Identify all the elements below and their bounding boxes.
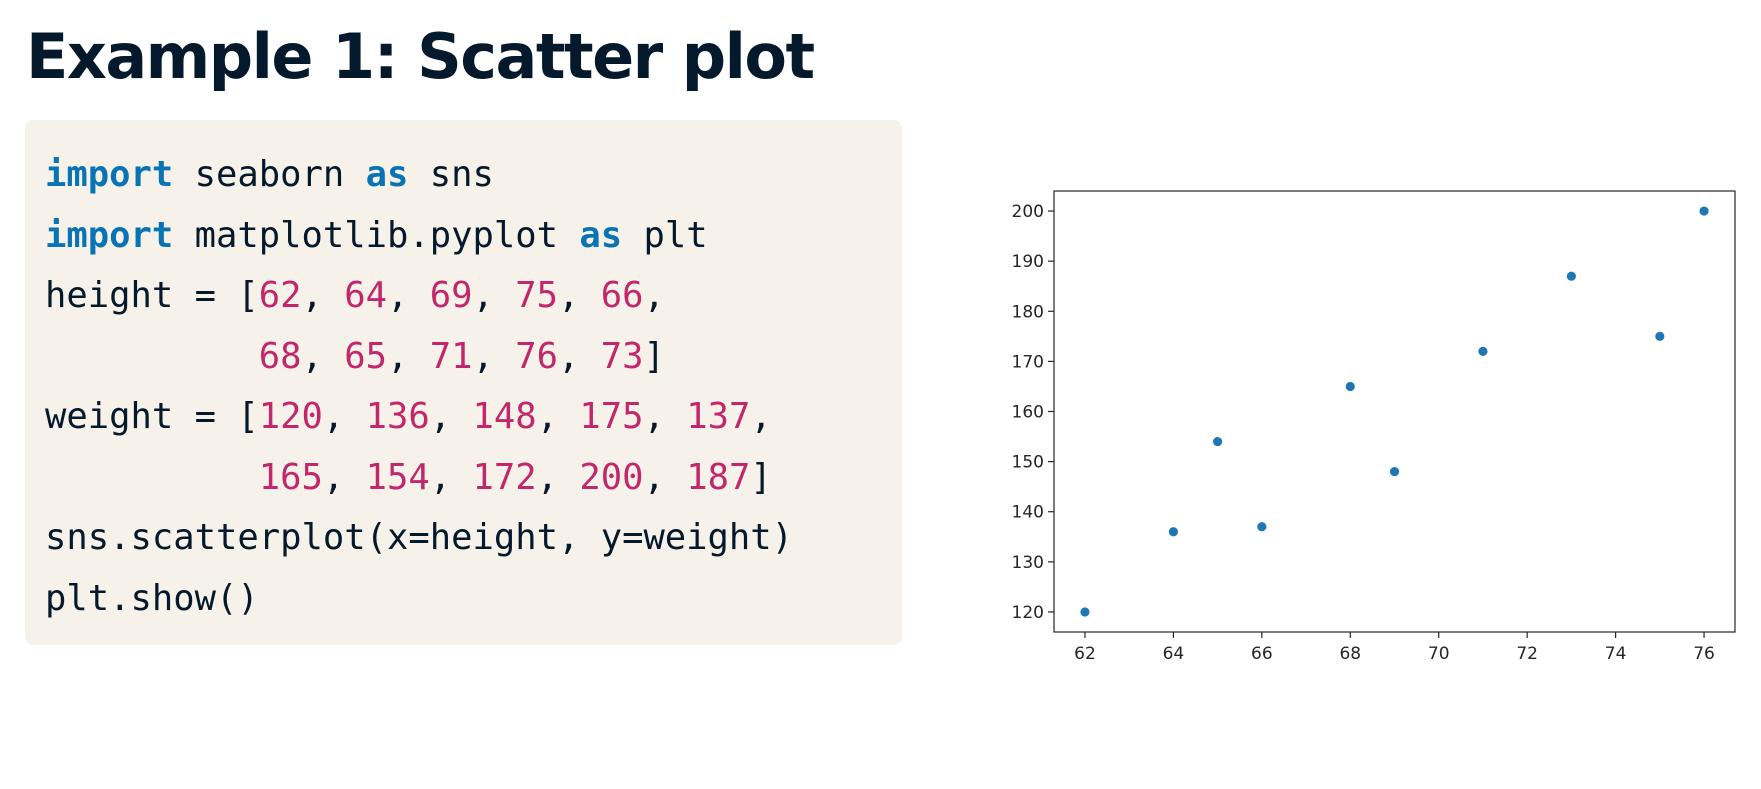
code-number: 136 (365, 396, 430, 437)
x-tick-label: 64 (1163, 644, 1185, 664)
code-text: matplotlib.pyplot (173, 214, 580, 256)
code-text (45, 336, 259, 377)
code-line: sns.scatterplot(x=height, y=weight) (45, 508, 902, 569)
y-tick-label: 190 (1012, 252, 1044, 272)
code-text: ] (750, 456, 772, 498)
code-number: 175 (579, 396, 644, 437)
code-number: 66 (600, 275, 644, 316)
y-tick-label: 180 (1012, 302, 1044, 322)
x-tick-label: 76 (1693, 644, 1715, 664)
scatter-point (1389, 466, 1400, 478)
code-keyword: import (45, 214, 174, 256)
code-text: plt (622, 214, 708, 256)
code-number: 75 (515, 275, 558, 316)
x-tick-label: 66 (1251, 644, 1273, 664)
scatter-point (1212, 436, 1224, 447)
code-line: weight = [120, 136, 148, 175, 137, (45, 387, 902, 448)
scatter-point (1477, 345, 1489, 357)
x-tick-label: 70 (1428, 644, 1450, 664)
code-number: 69 (429, 275, 473, 316)
code-number: 148 (472, 396, 537, 437)
code-keyword: as (579, 214, 623, 256)
code-number: 165 (258, 456, 323, 498)
code-text: , (472, 335, 516, 377)
y-tick-label: 140 (1012, 503, 1044, 523)
code-text: height = [ (45, 275, 259, 316)
x-tick-label: 62 (1074, 644, 1096, 664)
code-keyword: import (45, 154, 174, 195)
code-number: 76 (515, 335, 558, 377)
y-tick-label: 170 (1012, 352, 1044, 372)
code-text: , (322, 456, 366, 498)
code-text: , (386, 335, 430, 377)
code-text: , (322, 396, 366, 437)
code-text: , (301, 335, 345, 377)
code-line: 165, 154, 172, 200, 187] (45, 448, 902, 509)
code-text: ] (643, 335, 665, 377)
chart-plot-area: 62 64 66 68 70 72 74 76 120 130 140 150 160 170 180 19… (1012, 190, 1736, 664)
code-text: , (472, 275, 516, 316)
x-tick-label: 68 (1339, 644, 1361, 664)
code-text: , (301, 275, 345, 316)
code-number: 73 (600, 335, 644, 377)
code-line: 68, 65, 71, 76, 73] (45, 327, 902, 388)
y-tick-label: 120 (1012, 603, 1044, 623)
code-number: 200 (579, 456, 644, 498)
code-number: 68 (258, 335, 302, 377)
scatter-point (1654, 330, 1666, 342)
code-text: , (429, 456, 473, 498)
x-tick-label: 74 (1605, 644, 1627, 664)
code-line: plt.show() (45, 569, 902, 630)
y-tick-label: 200 (1012, 202, 1044, 222)
scatter-point (1344, 381, 1356, 392)
scatter-point (1256, 521, 1268, 533)
code-line: import seaborn as sns (45, 145, 902, 206)
code-text: , (643, 456, 687, 498)
code-text: , (386, 275, 430, 316)
code-text: , (536, 396, 580, 437)
code-number: 62 (258, 275, 302, 316)
code-text: plt.show() (45, 577, 259, 619)
y-tick-label: 150 (1012, 453, 1044, 473)
plot-frame (1053, 190, 1736, 633)
x-tick-label: 72 (1516, 644, 1538, 664)
scatter-point (1079, 606, 1091, 618)
slide-title: Example 1: Scatter plot (26, 20, 815, 93)
y-tick-label: 160 (1012, 403, 1044, 423)
code-text: , (429, 396, 473, 437)
code-text: , (643, 396, 687, 437)
code-line: import matplotlib.pyplot as plt (45, 206, 902, 267)
code-number: 187 (686, 456, 751, 498)
scatter-point (1167, 526, 1179, 538)
code-text: , (536, 456, 580, 498)
code-number: 137 (686, 396, 751, 437)
code-text: seaborn (173, 154, 366, 195)
code-text: , (557, 275, 601, 316)
y-axis: 120 130 140 150 160 170 180 190 200 (1012, 202, 1054, 623)
code-number: 154 (365, 456, 430, 498)
code-number: 64 (344, 275, 387, 316)
code-text: sns.scatterplot(x=height, y=weight) (45, 517, 794, 558)
code-text: , (643, 275, 665, 316)
code-number: 65 (344, 335, 387, 377)
code-block: import seaborn as sns import matplotlib.p… (25, 120, 902, 645)
scatter-point (1698, 205, 1710, 217)
code-keyword: as (365, 154, 409, 195)
code-text (45, 457, 259, 498)
code-text: , (750, 396, 772, 437)
scatter-point (1565, 270, 1577, 282)
x-axis: 62 64 66 68 70 72 74 76 (1074, 632, 1715, 664)
code-text: , (557, 335, 601, 377)
scatter-points (1079, 205, 1710, 618)
code-number: 71 (429, 335, 473, 377)
code-line: height = [62, 64, 69, 75, 66, (45, 266, 902, 327)
code-text: weight = [ (45, 396, 259, 437)
code-text: sns (408, 154, 494, 195)
code-number: 172 (472, 456, 537, 498)
scatter-chart: 62 64 66 68 70 72 74 76 120 130 140 150 160 170 180 19… (1012, 190, 1736, 664)
code-number: 120 (258, 396, 323, 437)
y-tick-label: 130 (1012, 553, 1044, 573)
